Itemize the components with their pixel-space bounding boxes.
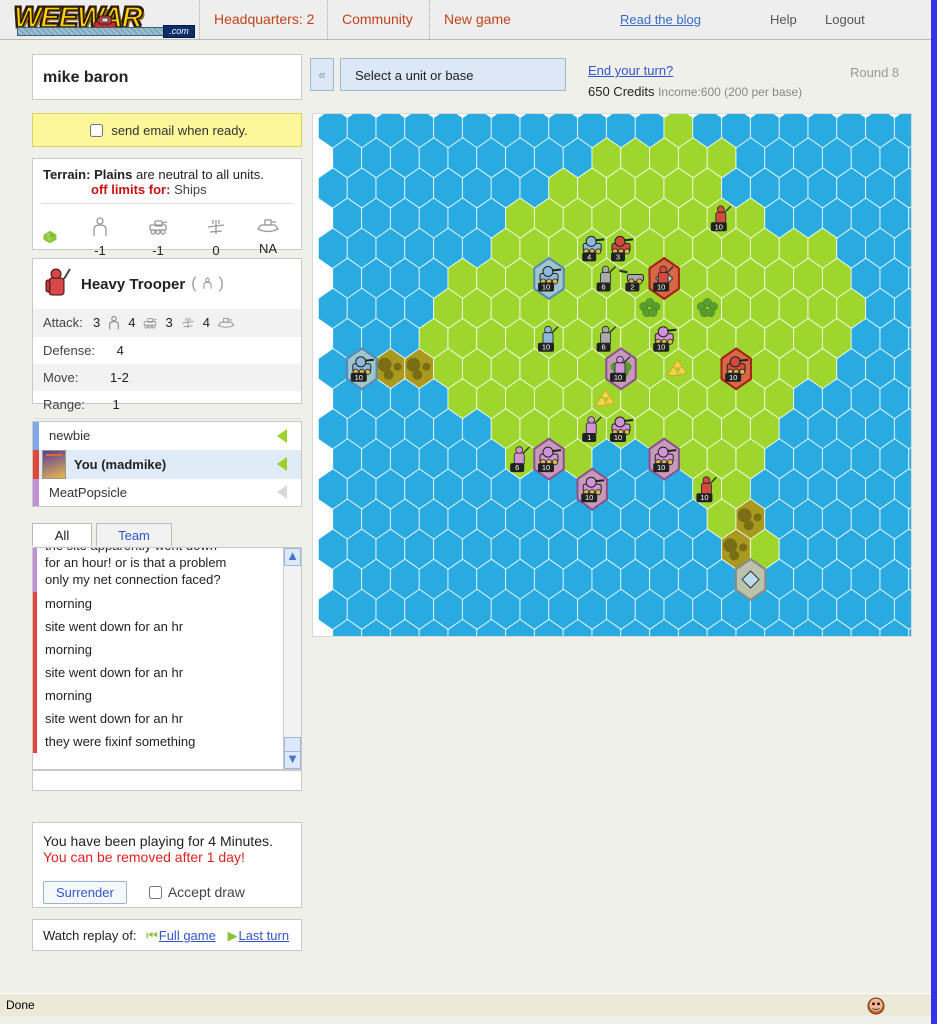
svg-text:10: 10 [729, 373, 737, 382]
svg-text:10: 10 [355, 373, 363, 382]
svg-text:10: 10 [715, 222, 723, 231]
svg-text:6: 6 [602, 283, 606, 292]
svg-text:6: 6 [602, 343, 606, 352]
svg-text:6: 6 [515, 463, 519, 472]
svg-text:10: 10 [700, 493, 708, 502]
svg-text:10: 10 [657, 283, 665, 292]
svg-text:10: 10 [614, 433, 622, 442]
svg-text:3: 3 [616, 252, 620, 261]
svg-text:10: 10 [542, 283, 550, 292]
svg-text:1: 1 [587, 433, 591, 442]
svg-text:10: 10 [614, 373, 622, 382]
svg-text:2: 2 [630, 283, 634, 292]
svg-text:10: 10 [542, 463, 550, 472]
svg-text:10: 10 [542, 343, 550, 352]
svg-text:10: 10 [585, 493, 593, 502]
svg-text:4: 4 [587, 252, 591, 261]
svg-text:10: 10 [657, 463, 665, 472]
svg-text:10: 10 [657, 343, 665, 352]
